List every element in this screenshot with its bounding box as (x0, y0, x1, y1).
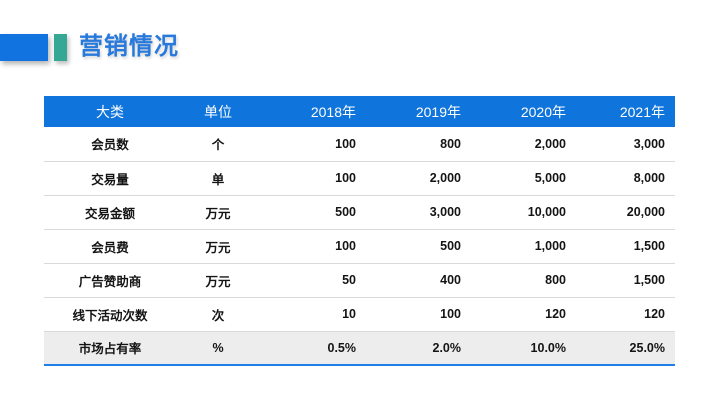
value-cell: 2,000 (429, 171, 461, 185)
value-cell: 100 (335, 136, 356, 151)
column-header-2018: 2018年 (260, 96, 364, 127)
value-cell: 25.0% (629, 340, 665, 355)
value-cell: 100 (440, 307, 461, 321)
category-cell: 交易量 (91, 172, 129, 187)
value-cell: 500 (335, 205, 356, 219)
unit-cell: 万元 (205, 240, 231, 255)
value-cell: 500 (440, 239, 461, 253)
value-cell: 10,000 (527, 205, 566, 219)
unit-cell: 万元 (205, 206, 231, 221)
column-header-2020: 2020年 (469, 96, 574, 127)
value-cell: 400 (440, 273, 461, 287)
value-cell: 1,500 (633, 239, 665, 253)
page-title: 营销情况 (79, 33, 179, 60)
value-cell: 2.0% (432, 340, 462, 355)
category-cell: 线下活动次数 (72, 308, 148, 323)
title-accent-bar-blue (0, 34, 48, 61)
title-accent-bar-teal (54, 34, 67, 61)
value-cell: 1,000 (534, 239, 566, 253)
value-cell: 120 (644, 307, 665, 321)
value-cell: 120 (545, 307, 566, 321)
value-cell: 5,000 (534, 171, 566, 185)
table-row: 会员费 万元 100 500 1,000 1,500 (44, 229, 675, 263)
value-cell: 3,000 (429, 205, 461, 219)
unit-cell: % (212, 340, 224, 355)
table-row: 广告赞助商 万元 50 400 800 1,500 (44, 263, 675, 297)
value-cell: 100 (335, 239, 356, 253)
value-cell: 0.5% (327, 340, 357, 355)
value-cell: 8,000 (633, 171, 665, 185)
table-row: 交易金额 万元 500 3,000 10,000 20,000 (44, 195, 675, 229)
table-header-row: 大类 单位 2018年 2019年 2020年 2021年 (44, 96, 675, 127)
value-cell: 10.0% (530, 340, 566, 355)
unit-cell: 次 (211, 308, 225, 323)
category-cell: 会员数 (91, 138, 129, 153)
value-cell: 50 (342, 273, 356, 287)
value-cell: 800 (440, 136, 461, 151)
value-cell: 800 (545, 273, 566, 287)
column-header-2021: 2021年 (574, 96, 675, 127)
column-header-2019: 2019年 (364, 96, 469, 127)
category-cell: 广告赞助商 (78, 274, 142, 289)
value-cell: 10 (342, 307, 356, 321)
column-header-unit: 单位 (176, 96, 260, 127)
value-cell: 20,000 (626, 205, 665, 219)
unit-cell: 单 (211, 172, 225, 187)
marketing-table: 大类 单位 2018年 2019年 2020年 2021年 会员数 个 100 … (44, 96, 675, 366)
value-cell: 1,500 (633, 273, 665, 287)
unit-cell: 万元 (205, 274, 231, 289)
unit-cell: 个 (211, 138, 225, 153)
table-row: 交易量 单 100 2,000 5,000 8,000 (44, 161, 675, 195)
category-cell: 市场占有率 (78, 342, 142, 357)
column-header-category: 大类 (44, 96, 176, 127)
table-row-market-share: 市场占有率 % 0.5% 2.0% 10.0% 25.0% (44, 331, 675, 365)
table-row: 线下活动次数 次 10 100 120 120 (44, 297, 675, 331)
category-cell: 会员费 (91, 240, 129, 255)
value-cell: 100 (335, 171, 356, 185)
value-cell: 2,000 (534, 136, 566, 151)
value-cell: 3,000 (633, 136, 665, 151)
category-cell: 交易金额 (84, 206, 135, 221)
table-row: 会员数 个 100 800 2,000 3,000 (44, 127, 675, 161)
